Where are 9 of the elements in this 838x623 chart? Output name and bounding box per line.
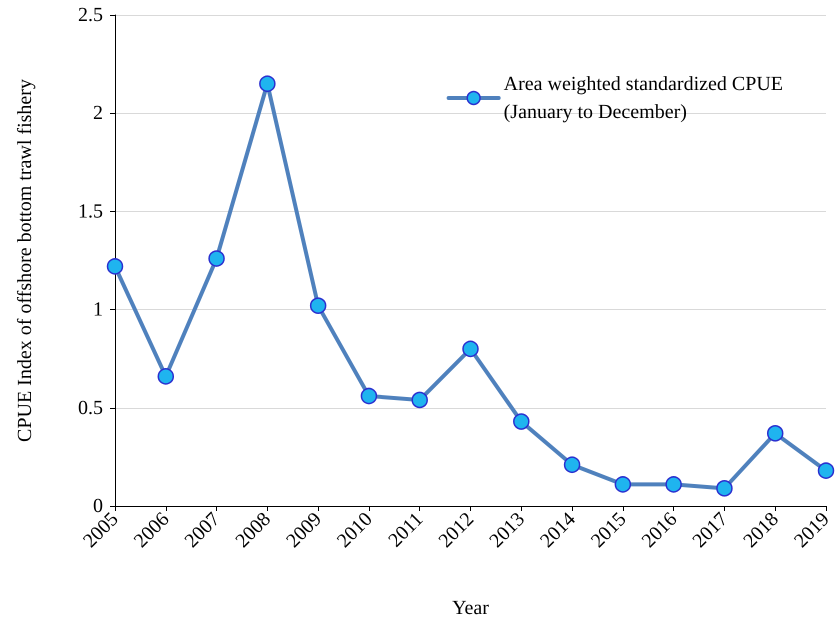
y-tick-label: 0.5 — [78, 396, 103, 419]
y-tick-label: 2.5 — [78, 4, 103, 26]
legend-label: Area weighted standardized CPUE (January to December) — [504, 73, 784, 123]
y-tick-label: 1 — [93, 298, 103, 321]
y-tick-label: 1.5 — [78, 200, 103, 222]
x-axis-title: Year — [452, 597, 490, 619]
y-axis-title: CPUE Index of offshore bottom trawl fishery — [14, 79, 36, 442]
y-tick-label: 2 — [93, 102, 103, 124]
y-tick-label: 0 — [93, 495, 103, 517]
